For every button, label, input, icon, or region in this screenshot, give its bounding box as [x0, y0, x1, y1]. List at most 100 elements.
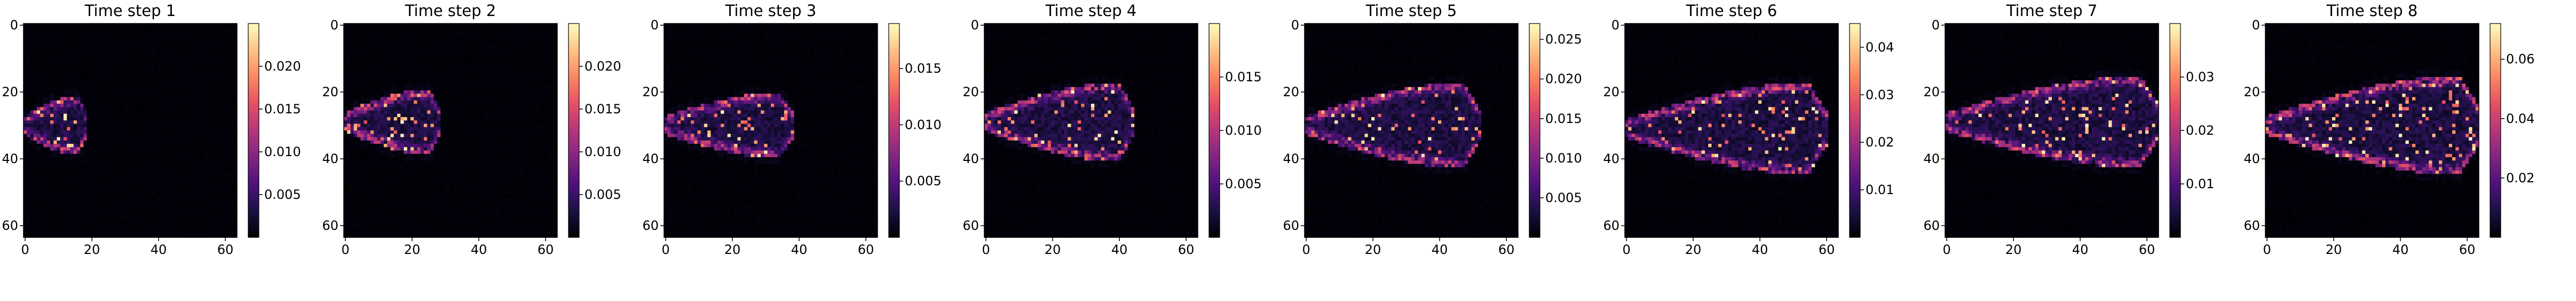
heatmap-cell: [133, 37, 137, 41]
heatmap-cell: [137, 177, 141, 181]
heatmap-cell: [137, 117, 141, 121]
heatmap-cell: [151, 184, 154, 188]
heatmap-cell: [231, 137, 234, 141]
heatmap-cell: [173, 64, 177, 67]
heatmap-cell: [90, 101, 94, 104]
heatmap-cell: [231, 74, 234, 78]
heatmap-cell: [70, 127, 74, 131]
heatmap-cell: [154, 207, 157, 211]
heatmap-cell: [117, 167, 121, 171]
heatmap-cell: [167, 194, 171, 198]
heatmap-cell: [184, 157, 187, 161]
heatmap-cell: [107, 164, 110, 168]
heatmap-cell: [227, 74, 231, 78]
heatmap-cell: [227, 167, 231, 171]
heatmap-cell: [140, 127, 144, 131]
heatmap-cell: [133, 164, 137, 168]
heatmap-cell: [224, 200, 227, 204]
heatmap-cell: [127, 164, 131, 168]
heatmap-cell: [117, 90, 121, 94]
heatmap-cell: [137, 137, 141, 141]
heatmap-cell: [147, 53, 151, 57]
heatmap-cell: [97, 151, 101, 155]
heatmap-cell: [184, 207, 187, 211]
heatmap-cell: [67, 141, 70, 144]
heatmap-cell: [207, 97, 211, 101]
heatmap-cell: [137, 60, 141, 64]
heatmap-cell: [133, 53, 137, 57]
heatmap-cell: [64, 60, 67, 64]
heatmap-cell: [87, 74, 91, 78]
heatmap-cell: [23, 84, 27, 88]
heatmap-cell: [87, 90, 91, 94]
heatmap-cell: [90, 24, 94, 27]
heatmap-cell: [44, 144, 48, 148]
heatmap-cell: [117, 77, 121, 81]
heatmap-cell: [187, 120, 191, 124]
heatmap-cell: [104, 137, 107, 141]
heatmap-cell: [191, 101, 194, 104]
heatmap-cell: [210, 114, 214, 118]
heatmap-cell: [130, 77, 134, 81]
heatmap-cell: [114, 200, 117, 204]
heatmap-cell: [133, 74, 137, 78]
heatmap-cell: [224, 207, 227, 211]
heatmap-cell: [60, 134, 64, 137]
heatmap-cell: [53, 90, 57, 94]
heatmap-cell: [167, 84, 171, 88]
heatmap-cell: [217, 184, 221, 188]
heatmap-cell: [191, 157, 194, 161]
heatmap-cell: [40, 87, 44, 91]
heatmap-cell: [87, 194, 91, 198]
heatmap-cell: [90, 171, 94, 174]
heatmap-cell: [227, 104, 231, 107]
heatmap-cell: [170, 184, 174, 188]
heatmap-cell: [40, 50, 44, 54]
heatmap-cell: [97, 97, 101, 101]
heatmap-cell: [180, 167, 184, 171]
heatmap-cell: [147, 77, 151, 81]
heatmap-cell: [70, 134, 74, 137]
heatmap-cell: [191, 67, 194, 71]
heatmap-cell: [231, 200, 234, 204]
heatmap-cell: [30, 211, 34, 214]
heatmap-cell: [23, 40, 27, 44]
heatmap-cell: [127, 94, 131, 97]
heatmap-cell: [197, 117, 201, 121]
heatmap-cell: [180, 157, 184, 161]
heatmap-cell: [84, 120, 88, 124]
heatmap-cell: [87, 211, 91, 214]
heatmap-cell: [204, 24, 208, 27]
heatmap-cell: [93, 67, 97, 71]
heatmap-cell: [130, 130, 134, 134]
heatmap-cell: [124, 187, 128, 191]
heatmap-cell: [84, 107, 88, 111]
heatmap-cell: [147, 187, 151, 191]
heatmap-cell: [140, 24, 144, 27]
heatmap-cell: [77, 107, 81, 111]
heatmap-cell: [90, 34, 94, 37]
heatmap-cell: [120, 157, 124, 161]
heatmap-cell: [47, 47, 51, 51]
heatmap-cell: [204, 37, 208, 41]
heatmap-cell: [170, 137, 174, 141]
heatmap-cell: [60, 197, 64, 201]
heatmap-cell: [104, 84, 107, 88]
heatmap-cell: [210, 67, 214, 71]
heatmap-cell: [77, 164, 81, 168]
heatmap-cell: [27, 194, 30, 198]
heatmap-cell: [114, 24, 117, 27]
heatmap-cell: [191, 137, 194, 141]
heatmap-cell: [100, 44, 104, 48]
heatmap-cell: [87, 101, 91, 104]
heatmap-cell: [110, 200, 114, 204]
heatmap-cell: [144, 147, 147, 151]
heatmap-cell: [114, 194, 117, 198]
heatmap-cell: [104, 27, 107, 30]
heatmap-cell: [160, 144, 164, 148]
heatmap-cell: [133, 27, 137, 30]
heatmap-cell: [100, 107, 104, 111]
heatmap-cell: [224, 57, 227, 61]
heatmap-cell: [207, 50, 211, 54]
heatmap-cell: [217, 174, 221, 177]
